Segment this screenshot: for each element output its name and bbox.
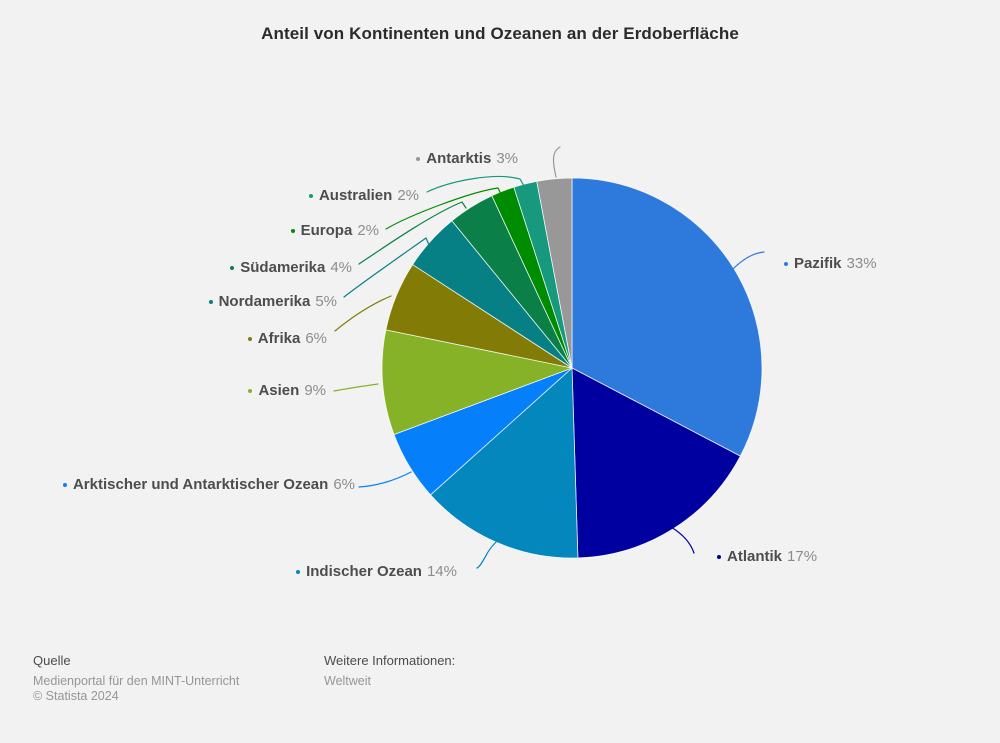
- pie-slice-antarktis[interactable]: [536, 177, 573, 369]
- label-connector-antarktis: [552, 146, 561, 178]
- chart-title: Anteil von Kontinenten und Ozeanen an de…: [261, 24, 739, 43]
- label-connector-australien: [426, 176, 525, 193]
- source-name: Medienportal für den MINT-Unterricht: [33, 674, 240, 688]
- info-block: Weitere Informationen: Weltweit: [324, 653, 455, 689]
- label-connector-nordamerika: [343, 237, 430, 298]
- label-connector-arktischer-und-antarktischer-ozean: [358, 471, 412, 488]
- label-connector-asien: [333, 383, 379, 392]
- info-label: Weitere Informationen:: [324, 653, 456, 668]
- pie-slice-atlantik[interactable]: [571, 367, 741, 559]
- label-connector-indischer-ozean: [476, 539, 499, 569]
- label-connector-afrika: [334, 295, 392, 332]
- pie-slice-asien[interactable]: [381, 329, 573, 435]
- label-connector-europa: [385, 187, 503, 230]
- source-block: Quelle Medienportal für den MINT-Unterri…: [33, 653, 239, 704]
- pie-slice-indischer-ozean[interactable]: [430, 367, 579, 559]
- label-connector-pazifik: [732, 251, 765, 270]
- label-connector-suedamerika: [358, 201, 467, 265]
- label-connector-atlantik: [670, 526, 695, 554]
- source-label: Quelle: [33, 653, 71, 668]
- pie-slice-pazifik[interactable]: [571, 177, 763, 457]
- copyright-note: © Statista 2024: [33, 689, 119, 703]
- info-value: Weltweit: [324, 674, 372, 688]
